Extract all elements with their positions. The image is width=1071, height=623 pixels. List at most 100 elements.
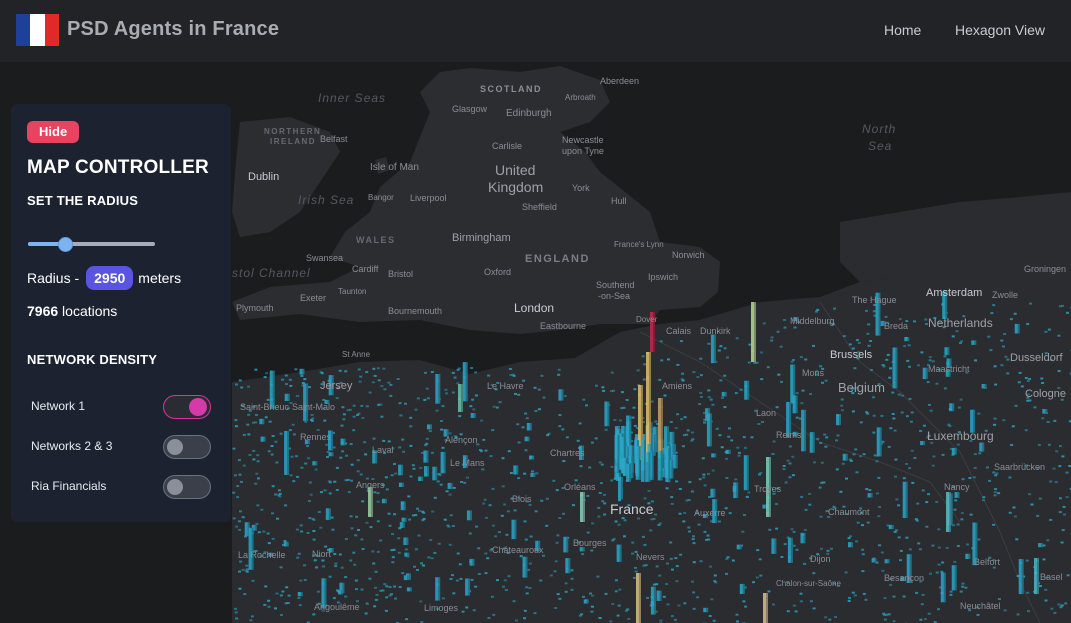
location-dot	[1025, 464, 1028, 467]
location-dot	[387, 381, 391, 384]
location-dot	[570, 588, 574, 591]
location-dot	[392, 548, 396, 551]
location-dot	[235, 617, 239, 620]
network-1-toggle[interactable]	[163, 395, 211, 419]
location-dot	[834, 616, 838, 619]
location-dot	[920, 351, 924, 354]
location-dot	[523, 472, 527, 475]
app-title[interactable]: PSD Agents in France	[67, 18, 280, 40]
location-dot	[1030, 503, 1034, 506]
location-dot	[280, 614, 283, 616]
location-dot	[474, 394, 478, 397]
location-dot	[642, 421, 645, 423]
hexagon-bar	[580, 492, 585, 522]
location-dot	[281, 590, 285, 593]
location-dot	[242, 464, 246, 467]
location-dot	[736, 620, 739, 623]
location-dot	[839, 490, 843, 493]
location-dot	[655, 583, 659, 586]
networks-2-3-toggle[interactable]	[163, 435, 211, 459]
location-dot	[864, 598, 868, 601]
location-dot	[748, 343, 752, 346]
hexagon-bar-shade	[371, 487, 373, 517]
hexagon-bar-shade	[714, 453, 717, 458]
location-dot	[1011, 425, 1015, 428]
location-dot	[786, 536, 790, 539]
slider-track[interactable]	[28, 242, 155, 246]
hexagon-bar-shade	[795, 431, 798, 437]
hexagon-bar-body	[650, 586, 656, 615]
location-dot	[404, 548, 408, 551]
hexagon-bar-body	[739, 583, 745, 594]
location-dot	[816, 308, 820, 311]
location-dot	[438, 474, 442, 477]
hexagon-bar-body	[1014, 323, 1020, 334]
hexagon-bar-shade	[465, 455, 468, 469]
location-dot	[617, 523, 621, 526]
location-dot	[893, 530, 897, 533]
location-dot	[348, 408, 352, 411]
hexagon-bar	[381, 498, 387, 504]
nav-hexagon-view-link[interactable]: Hexagon View	[955, 22, 1046, 38]
map-place-label: Auxerre	[694, 508, 726, 518]
hexagon-bar-body	[786, 401, 792, 438]
slider-thumb[interactable]	[57, 237, 73, 252]
location-dot	[691, 431, 694, 434]
hide-button[interactable]: Hide	[27, 121, 80, 143]
location-dot	[690, 580, 694, 583]
location-dot	[990, 312, 994, 315]
location-dot	[407, 495, 411, 498]
location-dot	[603, 513, 607, 516]
location-dot	[880, 551, 884, 554]
radius-slider[interactable]	[28, 234, 155, 254]
slider-fill	[28, 242, 65, 246]
location-dot	[344, 595, 348, 598]
ria-financials-toggle[interactable]	[163, 475, 211, 499]
location-dot	[627, 618, 631, 620]
hexagon-bar-body	[1034, 558, 1039, 594]
location-dot	[254, 421, 258, 424]
location-dot	[601, 500, 605, 503]
location-dot	[854, 448, 858, 451]
location-dot	[962, 315, 966, 318]
location-dot	[866, 521, 870, 524]
hexagon-bar-body	[945, 369, 951, 377]
location-dot	[656, 423, 660, 425]
location-dot	[557, 368, 561, 371]
map-place-label: Arbroath	[565, 93, 596, 102]
location-dot	[376, 492, 380, 495]
location-dot	[956, 545, 960, 547]
location-dot	[972, 476, 976, 479]
location-dot	[281, 378, 285, 381]
hexagon-bar-shade	[728, 449, 731, 454]
location-dot	[430, 371, 434, 373]
hexagon-bar	[650, 586, 656, 615]
hexagon-bar-body	[650, 312, 655, 352]
hexagon-bar	[462, 455, 468, 469]
location-dot	[882, 612, 886, 615]
nav-home-link[interactable]: Home	[884, 22, 922, 38]
location-dot	[271, 435, 275, 437]
location-dot	[474, 371, 478, 374]
hexagon-bar-shade	[525, 556, 528, 578]
location-dot	[356, 414, 360, 416]
land-ireland	[232, 117, 340, 237]
location-dot	[393, 463, 396, 465]
location-dot	[948, 425, 952, 428]
hexagon-bar-shade	[668, 448, 671, 482]
hexagon-bar	[321, 578, 327, 609]
location-dot	[308, 386, 311, 389]
location-dot	[385, 596, 389, 599]
location-dot	[881, 364, 885, 366]
location-dot	[799, 356, 803, 359]
location-dot	[507, 450, 511, 453]
location-dot	[326, 451, 330, 453]
location-dot	[463, 481, 467, 484]
hexagon-bar	[526, 423, 532, 431]
hexagon-bar-shade	[331, 430, 333, 451]
location-dot	[675, 565, 679, 568]
location-dot	[514, 393, 517, 395]
hexagon-bar-body	[372, 450, 378, 464]
hexagon-bar-body	[706, 413, 712, 447]
location-dot	[1053, 611, 1057, 614]
